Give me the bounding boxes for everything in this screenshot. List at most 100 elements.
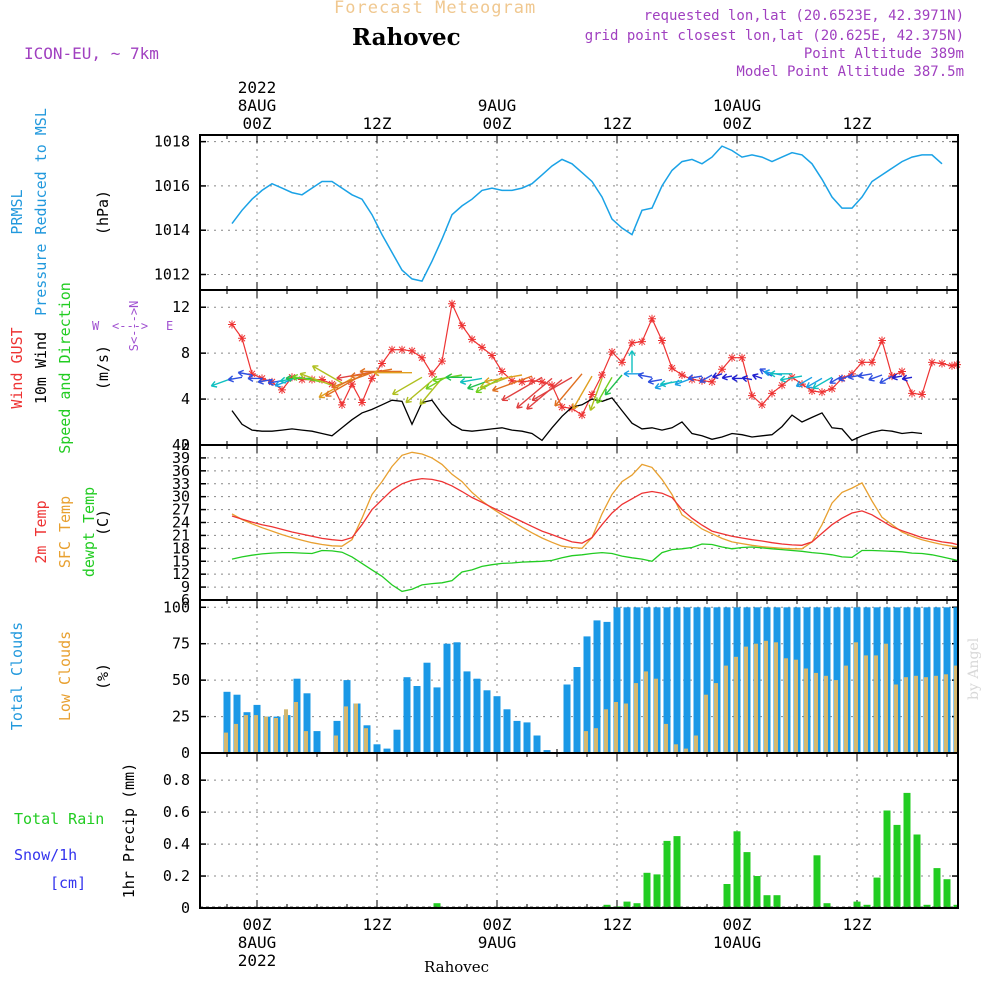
- wind-direction-arrow: [879, 375, 893, 384]
- low-cloud-bar: [954, 665, 957, 753]
- total-cloud-bar: [713, 607, 721, 753]
- rain-bar: [753, 876, 761, 908]
- wind-direction-arrow: [588, 378, 603, 411]
- wind-compass: W <---> E S<--->N: [92, 301, 173, 352]
- wind-direction-arrow: [484, 374, 523, 385]
- precip-ytick-label: 0.2: [163, 867, 190, 885]
- total-cloud-bar: [373, 744, 381, 753]
- low-cloud-bar: [774, 642, 778, 753]
- wind-gust-marker: [238, 334, 246, 343]
- pressure-ytick-label: 1012: [154, 266, 190, 284]
- wind-direction-arrow: [359, 367, 402, 376]
- rain-bar: [913, 834, 921, 908]
- wind-direction-arrow: [350, 368, 393, 380]
- low-cloud-bar: [704, 694, 708, 753]
- wind-direction-arrow: [901, 374, 913, 382]
- low-cloud-bar: [234, 723, 238, 753]
- wind-direction-arrow: [812, 376, 833, 390]
- wind-gust-marker: [858, 358, 866, 367]
- low-cloud-bar: [714, 683, 718, 753]
- total-cloud-bar: [493, 696, 501, 753]
- precip-panel: 0 0.2 0.4 0.6 0.8 1hr Precip (mm): [120, 753, 958, 917]
- total-cloud-bar: [223, 691, 231, 753]
- total-cloud-bar: [503, 709, 511, 753]
- wind-gust-marker: [938, 359, 946, 368]
- wind-gust-marker: [278, 385, 286, 394]
- wind-gust-marker: [288, 373, 296, 382]
- low-cloud-bar: [304, 731, 308, 753]
- total-cloud-bar: [313, 731, 321, 753]
- low-cloud-bar: [584, 731, 588, 753]
- wind-direction-arrow: [741, 375, 753, 383]
- wind-gust-marker: [678, 370, 686, 379]
- temperature-ytick-label: 21: [172, 526, 190, 544]
- low-cloud-bar: [694, 735, 698, 753]
- wind-direction-arrow: [516, 377, 553, 409]
- top-time-label: 00Z: [243, 114, 272, 133]
- wind-gust-marker: [708, 377, 716, 386]
- total-cloud-bar: [693, 607, 701, 753]
- wind-gust-marker: [398, 345, 406, 354]
- wind-gust-marker: [898, 367, 906, 376]
- precip-ytick-label: 0.6: [163, 803, 190, 821]
- wind-direction-arrow: [373, 369, 412, 377]
- total-clouds-label: Total Clouds: [8, 622, 26, 730]
- wind-direction-label: Speed and Direction: [56, 282, 74, 454]
- low-cloud-bar: [864, 655, 868, 753]
- wind-panel: 0 4 8 12 (m/s): [94, 290, 958, 454]
- rain-bar: [433, 903, 441, 908]
- rain-bar: [633, 903, 641, 908]
- low-cloud-bar: [244, 715, 248, 753]
- rain-bar: [873, 877, 881, 908]
- total-cloud-bar: [673, 607, 681, 753]
- low-cloud-bar: [934, 675, 938, 753]
- top-time-label: 00Z: [483, 114, 512, 133]
- compass-arrow-ns: S<--->N: [127, 301, 141, 352]
- rain-bar: [743, 852, 751, 908]
- point-altitude: Point Altitude 389m: [803, 46, 964, 62]
- wind-direction-arrow: [311, 365, 343, 384]
- station-name: Rahovec: [352, 24, 461, 51]
- low-cloud-bar: [844, 665, 848, 753]
- wind-direction-arrow: [501, 376, 543, 402]
- total-cloud-bar: [633, 607, 641, 753]
- wind-gust-marker: [468, 335, 476, 344]
- wind-direction-arrow: [857, 371, 873, 379]
- wind-gust-marker: [648, 314, 656, 323]
- wind-gust-marker: [618, 358, 626, 367]
- pressure-ytick-label: 1016: [154, 177, 190, 195]
- temperature-ytick-label: 27: [172, 501, 190, 519]
- wind-gust-marker: [388, 345, 396, 354]
- wind-direction-arrow: [637, 372, 653, 380]
- total-cloud-bar: [513, 720, 521, 753]
- wind-gust-marker: [628, 338, 636, 347]
- low-cloud-bar: [944, 674, 948, 753]
- clouds-ytick-label: 25: [172, 708, 190, 726]
- wind-direction-arrow: [331, 372, 373, 389]
- rain-bar: [653, 874, 661, 908]
- top-time-label: 12Z: [843, 114, 872, 133]
- wind-gust-marker: [368, 374, 376, 383]
- wind-gust-marker: [548, 381, 556, 390]
- rain-bar: [603, 904, 611, 908]
- wind-gust-marker: [718, 365, 726, 374]
- total-cloud-bar: [483, 690, 491, 753]
- wind-gust-marker: [318, 375, 326, 384]
- total-cloud-bar: [593, 620, 601, 753]
- precip-ytick-label: 0.8: [163, 771, 190, 789]
- total-cloud-bar: [533, 735, 541, 753]
- low-cloud-bar: [644, 671, 648, 753]
- low-cloud-bar: [764, 640, 768, 753]
- precip-frame: [199, 752, 959, 909]
- low-cloud-bar: [924, 677, 928, 753]
- wind-gust-marker: [808, 387, 816, 396]
- wind-gust-marker: [498, 367, 506, 376]
- top-time-label: 9AUG: [478, 96, 517, 115]
- meteogram-title: Forecast Meteogram: [334, 0, 537, 18]
- wind-direction-arrow: [647, 377, 663, 385]
- total-rain-label: Total Rain: [14, 810, 104, 828]
- bottom-time-label: 00Z: [483, 915, 512, 934]
- pressure-frame: [199, 134, 959, 291]
- wind-gust-label: Wind GUST: [8, 327, 26, 408]
